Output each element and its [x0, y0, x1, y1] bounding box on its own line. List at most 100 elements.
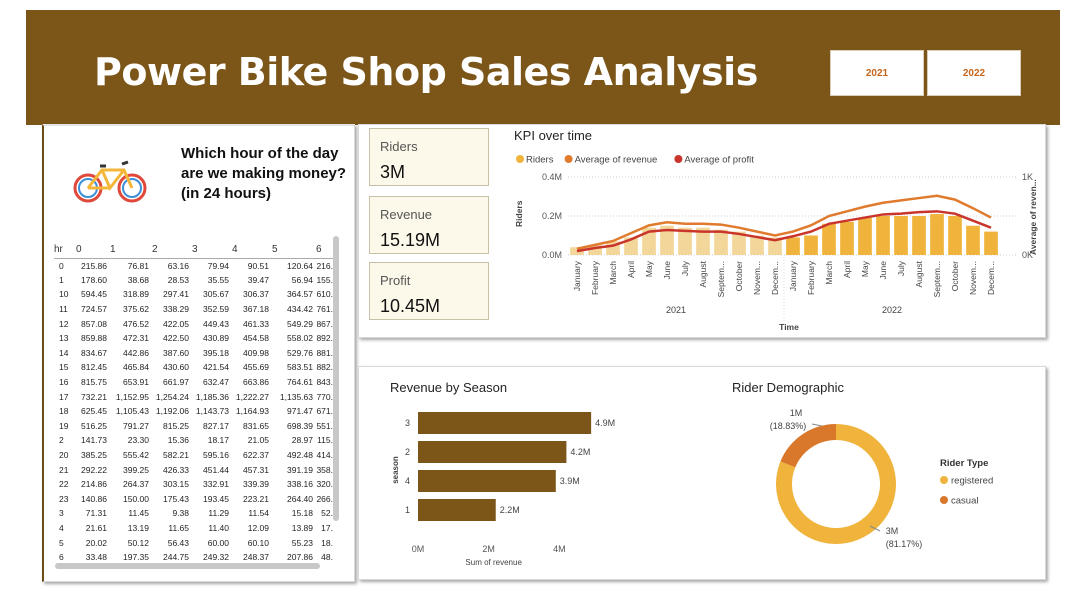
value-cell: 472.31	[123, 333, 149, 344]
avg-profit-line	[576, 210, 992, 253]
value-cell: 248.37	[243, 552, 269, 563]
value-cell: 18.	[321, 537, 333, 548]
hour-cell: 5	[59, 537, 64, 548]
year-filter-2021-button[interactable]: 2021	[830, 50, 924, 96]
table-row[interactable]: 18 625.45 1,105.43 1,192.06 1,143.73 1,164.93…	[54, 404, 336, 419]
table-row[interactable]: 1 178.60 38.68 28.53 35.55 39.47 56.94 155.	[54, 273, 336, 288]
matrix-column-header[interactable]: 0	[76, 236, 110, 259]
season-bar	[418, 470, 556, 492]
avg-revenue-line	[576, 194, 992, 250]
value-cell: 834.67	[81, 347, 107, 358]
season-chart-title: Revenue by Season	[390, 380, 508, 395]
season-tick-label: 2	[405, 447, 410, 457]
value-cell: 815.75	[81, 377, 107, 388]
kpi-chart-title: KPI over time	[514, 128, 593, 143]
hour-cell: 21	[59, 464, 69, 475]
value-cell: 249.32	[203, 552, 229, 563]
table-row[interactable]: 13 859.88 472.31 422.50 430.89 454.58 558.02 89…	[54, 331, 336, 346]
legend-label: registered	[951, 476, 993, 487]
year-filter-2022-button[interactable]: 2022	[927, 50, 1021, 96]
table-row[interactable]: 22 214.86 264.37 303.15 332.91 339.39 338.16 32…	[54, 477, 336, 492]
matrix-column-header[interactable]: 6	[316, 236, 336, 259]
table-row[interactable]: 5 20.02 50.12 56.43 60.00 60.10 55.23 18.	[54, 535, 336, 550]
x-tick-label: June	[662, 261, 672, 280]
riders-bar	[642, 227, 656, 255]
legend-label: Riders	[526, 155, 554, 166]
value-cell: 115.	[317, 435, 333, 446]
hour-cell: 14	[59, 347, 69, 358]
kpi-label: Riders	[380, 139, 418, 154]
matrix-column-header[interactable]: 1	[110, 236, 152, 259]
hour-matrix[interactable]: hr 0 1 2 3 4 5 6 0 215.86 76.81 63.16 79.94 90.51 120…	[54, 236, 336, 566]
matrix-horizontal-scrollbar[interactable]	[55, 563, 320, 569]
table-row[interactable]: 16 815.75 653.91 661.97 632.47 663.86 764.61 84…	[54, 375, 336, 390]
matrix-column-header[interactable]: 3	[192, 236, 232, 259]
kpi-value: 3M	[380, 162, 406, 182]
value-cell: 9.38	[172, 508, 189, 519]
hour-cell: 4	[59, 522, 64, 533]
matrix-column-header[interactable]: 2	[152, 236, 192, 259]
matrix-vertical-scrollbar[interactable]	[333, 236, 339, 521]
hour-cell: 2	[59, 435, 64, 446]
value-cell: 455.69	[243, 362, 269, 373]
value-cell: 39.47	[247, 274, 269, 285]
data-label: 4.9M	[595, 418, 615, 428]
value-cell: 430.60	[163, 362, 189, 373]
value-cell: 594.45	[81, 289, 107, 300]
x-axis-label: Sum of revenue	[465, 558, 522, 567]
table-row[interactable]: 19 516.25 791.27 815.25 827.17 831.65 698.39 55…	[54, 419, 336, 434]
riders-bar	[786, 237, 800, 255]
rider-demographic-chart[interactable]: 1M (18.83%) 3M (81.17%) Rider Type registered…	[730, 400, 1040, 575]
table-row[interactable]: 23 140.86 150.00 175.43 193.45 223.21 264.40 26…	[54, 492, 336, 507]
table-row[interactable]: 21 292.22 399.25 426.33 451.44 457.31 391.19 35…	[54, 462, 336, 477]
riders-bar	[984, 231, 998, 255]
riders-bar	[948, 216, 962, 255]
value-cell: 857.08	[81, 318, 107, 329]
table-row[interactable]: 15 812.45 465.84 430.60 421.54 455.69 583.51 88…	[54, 360, 336, 375]
table-row[interactable]: 2 141.73 23.30 15.36 18.17 21.05 28.97 115.	[54, 433, 336, 448]
hour-cell: 0	[59, 260, 64, 271]
x-tick-label: July	[680, 260, 690, 276]
matrix-column-header[interactable]: 4	[232, 236, 272, 259]
table-row[interactable]: 10 594.45 318.89 297.41 305.67 306.37 364.57 61…	[54, 287, 336, 302]
y-axis-label: Riders	[514, 200, 524, 227]
riders-bar	[678, 227, 692, 255]
table-row[interactable]: 11 724.57 375.62 338.29 352.59 367.18 434.42 76…	[54, 302, 336, 317]
y2-axis-label: Average of reven...	[1028, 179, 1038, 255]
matrix-column-header[interactable]: 5	[272, 236, 316, 259]
value-cell: 33.48	[85, 552, 107, 563]
value-cell: 13.19	[127, 522, 149, 533]
value-cell: 375.62	[123, 304, 149, 315]
value-cell: 28.53	[167, 274, 189, 285]
legend-marker	[940, 476, 948, 484]
table-row[interactable]: 12 857.08 476.52 422.05 449.43 461.33 549.29 86…	[54, 316, 336, 331]
value-cell: 11.54	[248, 508, 269, 519]
matrix-row-header[interactable]: hr	[54, 236, 76, 259]
table-row[interactable]: 3 71.31 11.45 9.38 11.29 11.54 15.18 52.	[54, 506, 336, 521]
legend-marker	[674, 155, 683, 163]
table-row[interactable]: 4 21.61 13.19 11.65 11.40 12.09 13.89 17.	[54, 521, 336, 536]
table-row[interactable]: 6 33.48 197.35 244.75 249.32 248.37 207.86 48.	[54, 550, 336, 565]
hour-cell: 13	[59, 333, 69, 344]
donut-pct-label: (81.17%)	[886, 539, 923, 549]
value-cell: 332.91	[203, 479, 229, 490]
table-row[interactable]: 17 732.21 1,152.95 1,254.24 1,185.36 1,222.27…	[54, 389, 336, 404]
table-row[interactable]: 14 834.67 442.86 387.60 395.18 409.98 529.76 88…	[54, 346, 336, 361]
value-cell: 264.37	[123, 479, 149, 490]
x-tick-label: April	[842, 261, 852, 278]
table-row[interactable]: 0 215.86 76.81 63.16 79.94 90.51 120.64 216.	[54, 258, 336, 273]
x-tick-label: January	[572, 260, 582, 291]
value-cell: 1,143.73	[195, 406, 229, 417]
value-cell: 71.31	[85, 508, 107, 519]
value-cell: 120.64	[287, 260, 313, 271]
kpi-over-time-chart[interactable]: Riders Average of revenue Average of profi…	[500, 145, 1040, 335]
legend-label: Average of profit	[684, 155, 754, 166]
hour-cell: 3	[59, 508, 64, 519]
value-cell: 555.42	[123, 450, 149, 461]
value-cell: 193.45	[203, 493, 229, 504]
hour-matrix-card: Which hour of the day are we making mone…	[42, 124, 355, 582]
value-cell: 663.86	[243, 377, 269, 388]
value-cell: 476.52	[123, 318, 149, 329]
revenue-by-season-chart[interactable]: 3 4.9M 2 4.2M 4 3.9M 1 2.2M 0M 2M 4M Sum of revenue…	[380, 400, 640, 575]
table-row[interactable]: 20 385.25 555.42 582.21 595.16 622.37 492.48 41…	[54, 448, 336, 463]
